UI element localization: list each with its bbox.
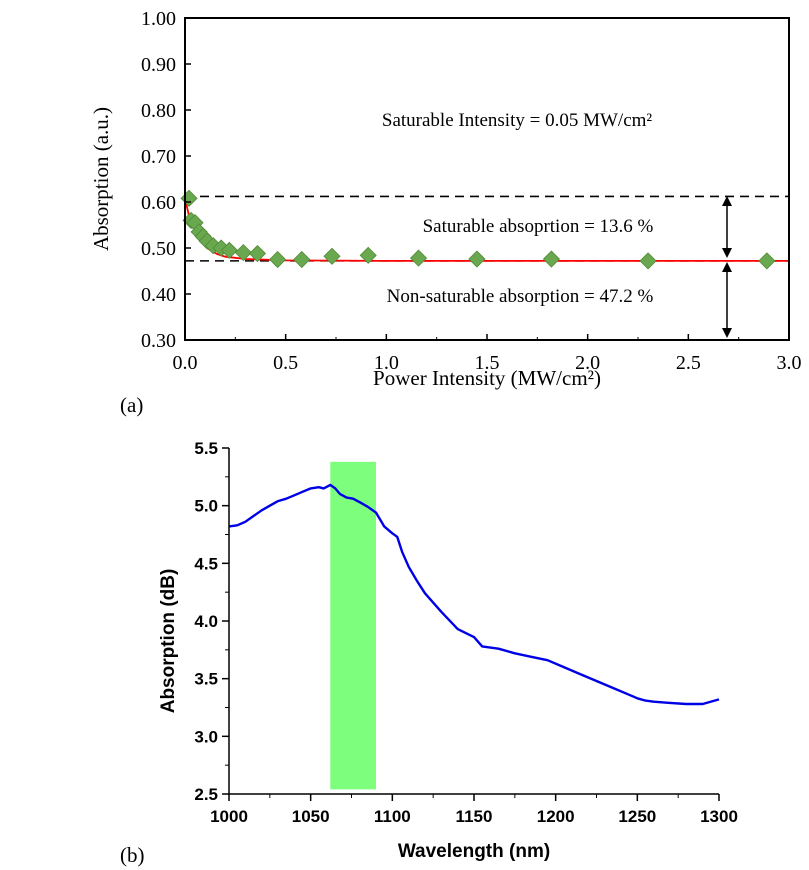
data-point-marker (639, 252, 657, 270)
y-tick-label: 0.70 (141, 146, 176, 168)
data-point-marker (359, 246, 377, 264)
x-tick-label: 2.5 (676, 352, 701, 374)
y-tick-label: 1.00 (141, 8, 176, 30)
y-tick-label: 4.5 (194, 554, 218, 573)
x-tick-label: 3.0 (777, 352, 802, 374)
x-tick-label: 1150 (456, 807, 493, 826)
y-tick-label: 0.60 (141, 192, 176, 214)
y-tick-label: 0.40 (141, 284, 176, 306)
y-tick-label: 3.0 (194, 727, 218, 746)
non-saturable-absorption-arrow (722, 262, 732, 338)
x-tick-label: 1100 (374, 807, 411, 826)
saturable-absorption-annotation: Saturable absoprtion = 13.6 % (423, 216, 654, 237)
panel-a-chart: (a) 0.0 0.5 1.0 1.5 2.0 2.5 3.0 0.30 0.40 0.50 0.6… (89, 8, 802, 417)
x-axis-title: Wavelength (nm) (398, 841, 550, 862)
y-tick-label: 0.80 (141, 100, 176, 122)
y-axis-title: Absorption (a.u.) (89, 107, 113, 251)
data-point-marker (248, 244, 267, 263)
y-tick-label: 2.5 (194, 785, 218, 804)
y-tick-label: 0.30 (141, 330, 176, 352)
data-point-marker (269, 250, 287, 269)
data-point-marker (542, 250, 560, 268)
panel-a-label: (a) (120, 393, 143, 417)
x-axis-title: Power Intensity (MW/cm²) (373, 366, 601, 390)
x-tick-label: 0.5 (273, 352, 298, 374)
data-point-marker (293, 250, 311, 269)
data-point-marker (409, 249, 428, 267)
x-tick-label: 0.0 (173, 352, 198, 374)
y-tick-label: 3.5 (194, 670, 218, 689)
highlight-band (330, 461, 376, 790)
x-tick-label: 1200 (537, 807, 575, 826)
data-point-marker (234, 244, 252, 262)
data-point-marker (468, 250, 486, 268)
data-point-marker (323, 247, 341, 265)
y-tick-label: 0.90 (141, 54, 176, 76)
non-saturable-absorption-annotation: Non-saturable absorption = 47.2 % (387, 286, 654, 307)
absorption-spectrum-line (228, 483, 720, 706)
data-point-marker (758, 252, 776, 270)
data-point-marker (180, 189, 198, 207)
saturable-absorption-arrow (722, 196, 732, 258)
y-tick-label: 0.50 (141, 238, 176, 260)
saturable-intensity-annotation: Saturable Intensity = 0.05 MW/cm² (382, 110, 653, 131)
x-tick-label: 1250 (618, 807, 656, 826)
y-tick-label: 5.0 (194, 497, 218, 516)
y-axis-title: Absorption (dB) (158, 569, 179, 714)
x-tick-label: 1.5 (475, 352, 500, 374)
y-tick-label: 4.0 (194, 612, 218, 631)
x-tick-label: 1050 (292, 807, 330, 826)
y-tick-label: 5.5 (194, 439, 218, 458)
x-tick-label: 1300 (700, 807, 738, 826)
x-tick-label: 1000 (210, 807, 248, 826)
panel-b-label: (b) (120, 843, 145, 867)
panel-b-chart: (b) 1000 1050 1100 1150 1200 1250 1300 2.5 3.0 3.… (120, 439, 738, 867)
x-tick-label: 2.0 (575, 352, 600, 374)
panel-a-plot-frame (184, 17, 790, 341)
x-tick-label: 1.0 (374, 352, 399, 374)
data-point-marker (220, 241, 238, 259)
